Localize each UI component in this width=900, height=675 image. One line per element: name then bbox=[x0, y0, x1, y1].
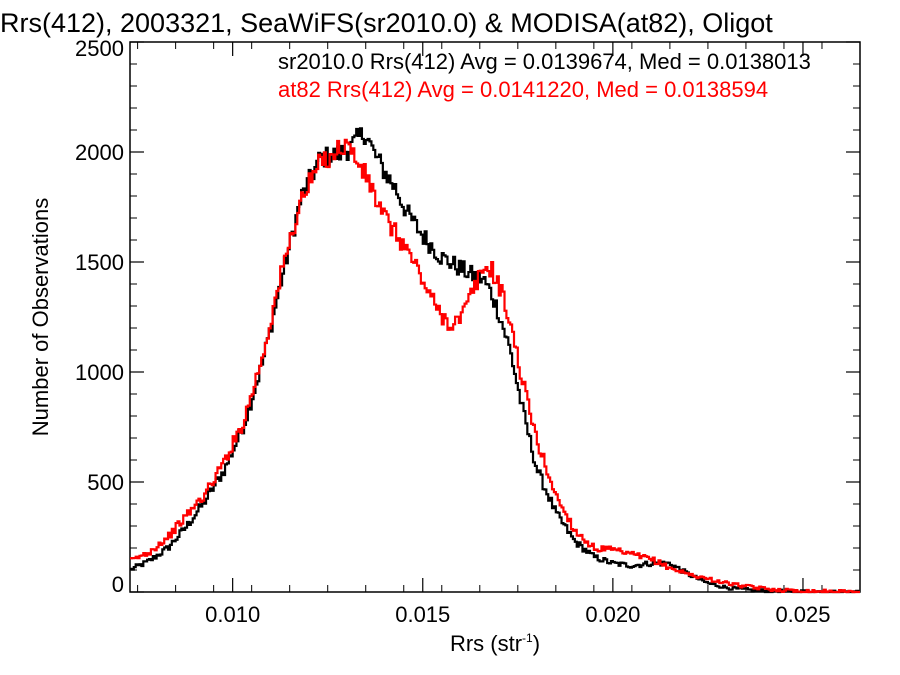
y-axis-ticks: 0 500 1000 1500 2000 2500 bbox=[75, 36, 860, 597]
y-axis-label: Number of Observations bbox=[28, 198, 53, 436]
x-axis-label-close: ) bbox=[533, 631, 540, 656]
y-tick-label: 0 bbox=[112, 572, 124, 597]
y-tick-label: 500 bbox=[87, 470, 124, 495]
annotation-at82: at82 Rrs(412) Avg = 0.0141220, Med = 0.0… bbox=[278, 77, 768, 102]
series-line-at82 bbox=[130, 138, 860, 594]
x-tick-label: 0.020 bbox=[585, 602, 640, 627]
plot-frame bbox=[129, 41, 861, 593]
series-line-sr2010 bbox=[130, 127, 860, 594]
y-tick-label: 2000 bbox=[75, 140, 124, 165]
x-tick-label: 0.025 bbox=[775, 602, 830, 627]
annotation-sr2010: sr2010.0 Rrs(412) Avg = 0.0139674, Med =… bbox=[278, 49, 811, 74]
x-axis-label-superscript: -1 bbox=[522, 631, 533, 645]
x-tick-label: 0.015 bbox=[395, 602, 450, 627]
x-axis-label: Rrs (str-1) bbox=[450, 631, 540, 656]
y-tick-label: 1500 bbox=[75, 250, 124, 275]
y-tick-label: 2500 bbox=[75, 36, 124, 61]
chart-title: Rrs(412), 2003321, SeaWiFS(sr2010.0) & M… bbox=[0, 8, 773, 38]
y-tick-label: 1000 bbox=[75, 360, 124, 385]
series-layer bbox=[130, 127, 860, 594]
x-axis-label-main: Rrs (str bbox=[450, 631, 522, 656]
x-tick-label: 0.010 bbox=[205, 602, 260, 627]
x-axis-ticks: 0.010 0.015 0.020 0.025 bbox=[137, 42, 831, 627]
